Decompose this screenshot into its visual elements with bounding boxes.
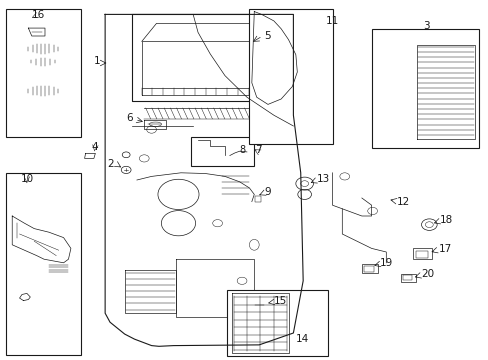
Bar — [415, 251, 427, 258]
Bar — [364, 266, 373, 272]
Text: 1: 1 — [93, 56, 100, 66]
Text: 9: 9 — [264, 186, 270, 197]
Circle shape — [68, 231, 71, 233]
Bar — [402, 275, 411, 280]
Text: 15: 15 — [273, 296, 286, 306]
Bar — [6, 9, 81, 137]
Text: 19: 19 — [379, 258, 392, 268]
Bar — [420, 89, 449, 106]
Text: 4: 4 — [92, 142, 99, 152]
Text: 14: 14 — [295, 334, 308, 344]
Bar — [190, 137, 254, 166]
Bar — [48, 264, 70, 274]
Text: 12: 12 — [396, 197, 409, 207]
Circle shape — [17, 247, 20, 249]
Text: 16: 16 — [32, 10, 45, 20]
Circle shape — [13, 217, 16, 219]
Bar — [400, 274, 415, 282]
Bar — [361, 264, 377, 273]
Text: 6: 6 — [126, 113, 133, 123]
Text: 20: 20 — [421, 269, 434, 279]
Text: 18: 18 — [439, 215, 452, 225]
Bar — [6, 173, 81, 355]
Text: 11: 11 — [325, 16, 339, 26]
Bar — [28, 24, 37, 29]
Text: 3: 3 — [422, 21, 429, 31]
Bar — [272, 96, 283, 102]
Bar — [412, 248, 431, 259]
Bar — [371, 29, 478, 148]
Text: 2: 2 — [106, 159, 113, 169]
Circle shape — [263, 18, 265, 20]
Bar — [132, 14, 266, 101]
Bar — [233, 296, 286, 352]
Circle shape — [50, 262, 53, 264]
Bar — [254, 196, 260, 202]
Text: 10: 10 — [20, 174, 34, 184]
Text: 7: 7 — [255, 145, 262, 156]
Text: 17: 17 — [438, 244, 451, 254]
Bar — [249, 9, 332, 144]
Bar — [227, 290, 327, 356]
Text: 13: 13 — [316, 174, 329, 184]
Text: 8: 8 — [239, 145, 245, 156]
Text: 5: 5 — [264, 31, 270, 41]
